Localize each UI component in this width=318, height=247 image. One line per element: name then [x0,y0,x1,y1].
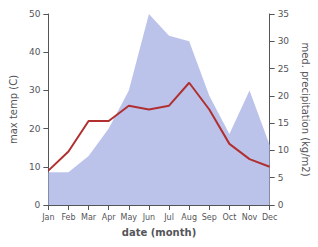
svg-text:0: 0 [35,200,41,210]
svg-text:10: 10 [29,162,41,172]
svg-text:Oct: Oct [222,213,236,222]
svg-text:5: 5 [278,173,284,183]
svg-text:date (month): date (month) [122,227,196,238]
svg-text:0: 0 [278,200,284,210]
svg-text:Jan: Jan [41,213,54,222]
svg-text:max temp (C): max temp (C) [8,75,19,144]
svg-text:50: 50 [29,9,41,19]
svg-text:40: 40 [29,47,41,57]
svg-text:Mar: Mar [81,213,97,222]
svg-text:May: May [121,213,138,222]
svg-text:35: 35 [278,9,289,19]
svg-text:30: 30 [29,85,41,95]
svg-text:Aug: Aug [181,213,197,222]
svg-text:Jul: Jul [163,213,174,222]
svg-text:20: 20 [278,91,290,101]
svg-text:10: 10 [278,145,290,155]
svg-text:Apr: Apr [102,213,117,222]
svg-text:Jun: Jun [142,213,156,222]
svg-text:20: 20 [29,124,41,134]
svg-text:Feb: Feb [61,213,75,222]
svg-text:30: 30 [278,36,290,46]
svg-text:Dec: Dec [262,213,277,222]
svg-text:Sep: Sep [202,213,217,222]
svg-text:med. precipitation (kg/m2): med. precipitation (kg/m2) [300,42,311,176]
svg-text:15: 15 [278,118,289,128]
svg-text:Nov: Nov [242,213,258,222]
svg-text:25: 25 [278,64,289,74]
